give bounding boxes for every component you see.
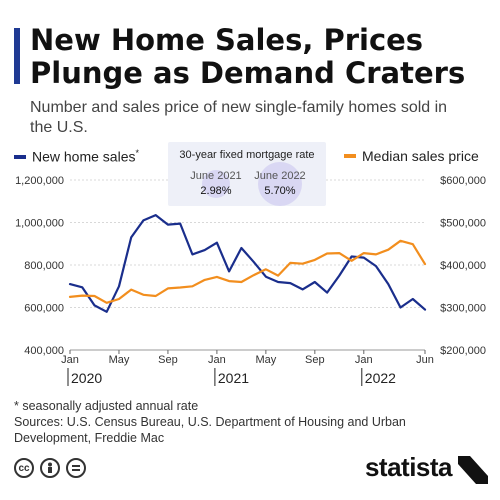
person-icon[interactable]: [40, 458, 60, 478]
y-left-tick-label: 1,200,000: [15, 175, 64, 187]
footnote-sources: Sources: U.S. Census Bureau, U.S. Depart…: [14, 415, 406, 445]
legend-footnote-marker: *: [135, 148, 140, 158]
x-tick-label: Sep: [158, 354, 178, 366]
x-tick-label: May: [109, 354, 130, 366]
annotation-item-label: June 2021: [190, 170, 241, 182]
annotation-item-value: 5.70%: [264, 185, 295, 197]
y-right-tick-label: $600,000: [440, 175, 486, 187]
x-tick-label: Jan: [61, 354, 79, 366]
legend-label-median-sales-price: Median sales price: [362, 148, 479, 164]
annotation-item-value: 2.98%: [200, 185, 231, 197]
cc-icon[interactable]: cc: [14, 458, 34, 478]
y-right-tick-label: $400,000: [440, 260, 486, 272]
annotation-bubble: [258, 162, 302, 206]
license-icons: cc: [14, 458, 86, 478]
x-tick-label: Jan: [208, 354, 226, 366]
legend-item-median-sales-price: Median sales price: [344, 148, 479, 164]
x-tick-label: Sep: [305, 354, 325, 366]
legend-swatch-new-home-sales: [14, 154, 26, 159]
footnote: * seasonally adjusted annual rate Source…: [14, 398, 484, 446]
y-left-tick-label: 400,000: [24, 345, 64, 357]
chart-plot: 1,200,000 1,000,000 800,000 600,000 400,000 $…: [15, 142, 486, 386]
year-label: 2021: [218, 370, 249, 386]
annotation-bubble: [202, 170, 230, 198]
footnote-asterisk-note: * seasonally adjusted annual rate: [14, 399, 199, 413]
chart-title: New Home Sales, Prices Plunge as Demand …: [30, 23, 466, 90]
brand-logo-icon: [458, 456, 488, 484]
chart-subtitle: Number and sales price of new single-fam…: [30, 99, 448, 136]
x-tick-label: May: [255, 354, 276, 366]
y-right-tick-label: $500,000: [440, 218, 486, 230]
x-tick-label: Jan: [355, 354, 373, 366]
y-left-tick-label: 1,000,000: [15, 218, 64, 230]
legend-item-new-home-sales: New home sales*: [14, 148, 139, 165]
series-line-median-sales-price: [68, 239, 427, 304]
brand-logo-text[interactable]: statista: [364, 452, 453, 482]
x-tick-label: Jun: [416, 354, 434, 366]
y-left-tick-label: 800,000: [24, 260, 64, 272]
legend-label-new-home-sales: New home sales: [32, 148, 136, 165]
y-left-tick-label: 600,000: [24, 303, 64, 315]
y-right-tick-label: $200,000: [440, 345, 486, 357]
year-label: 2020: [71, 370, 102, 386]
equals-icon[interactable]: [66, 458, 86, 478]
annotation-title: 30-year fixed mortgage rate: [179, 149, 314, 161]
title-accent-bar: [14, 28, 20, 84]
year-label: 2022: [365, 370, 396, 386]
series-line-new-home-sales: [68, 214, 427, 313]
annotation-item-label: June 2022: [254, 170, 305, 182]
legend-swatch-median-sales-price: [344, 154, 356, 159]
y-right-tick-label: $300,000: [440, 303, 486, 315]
